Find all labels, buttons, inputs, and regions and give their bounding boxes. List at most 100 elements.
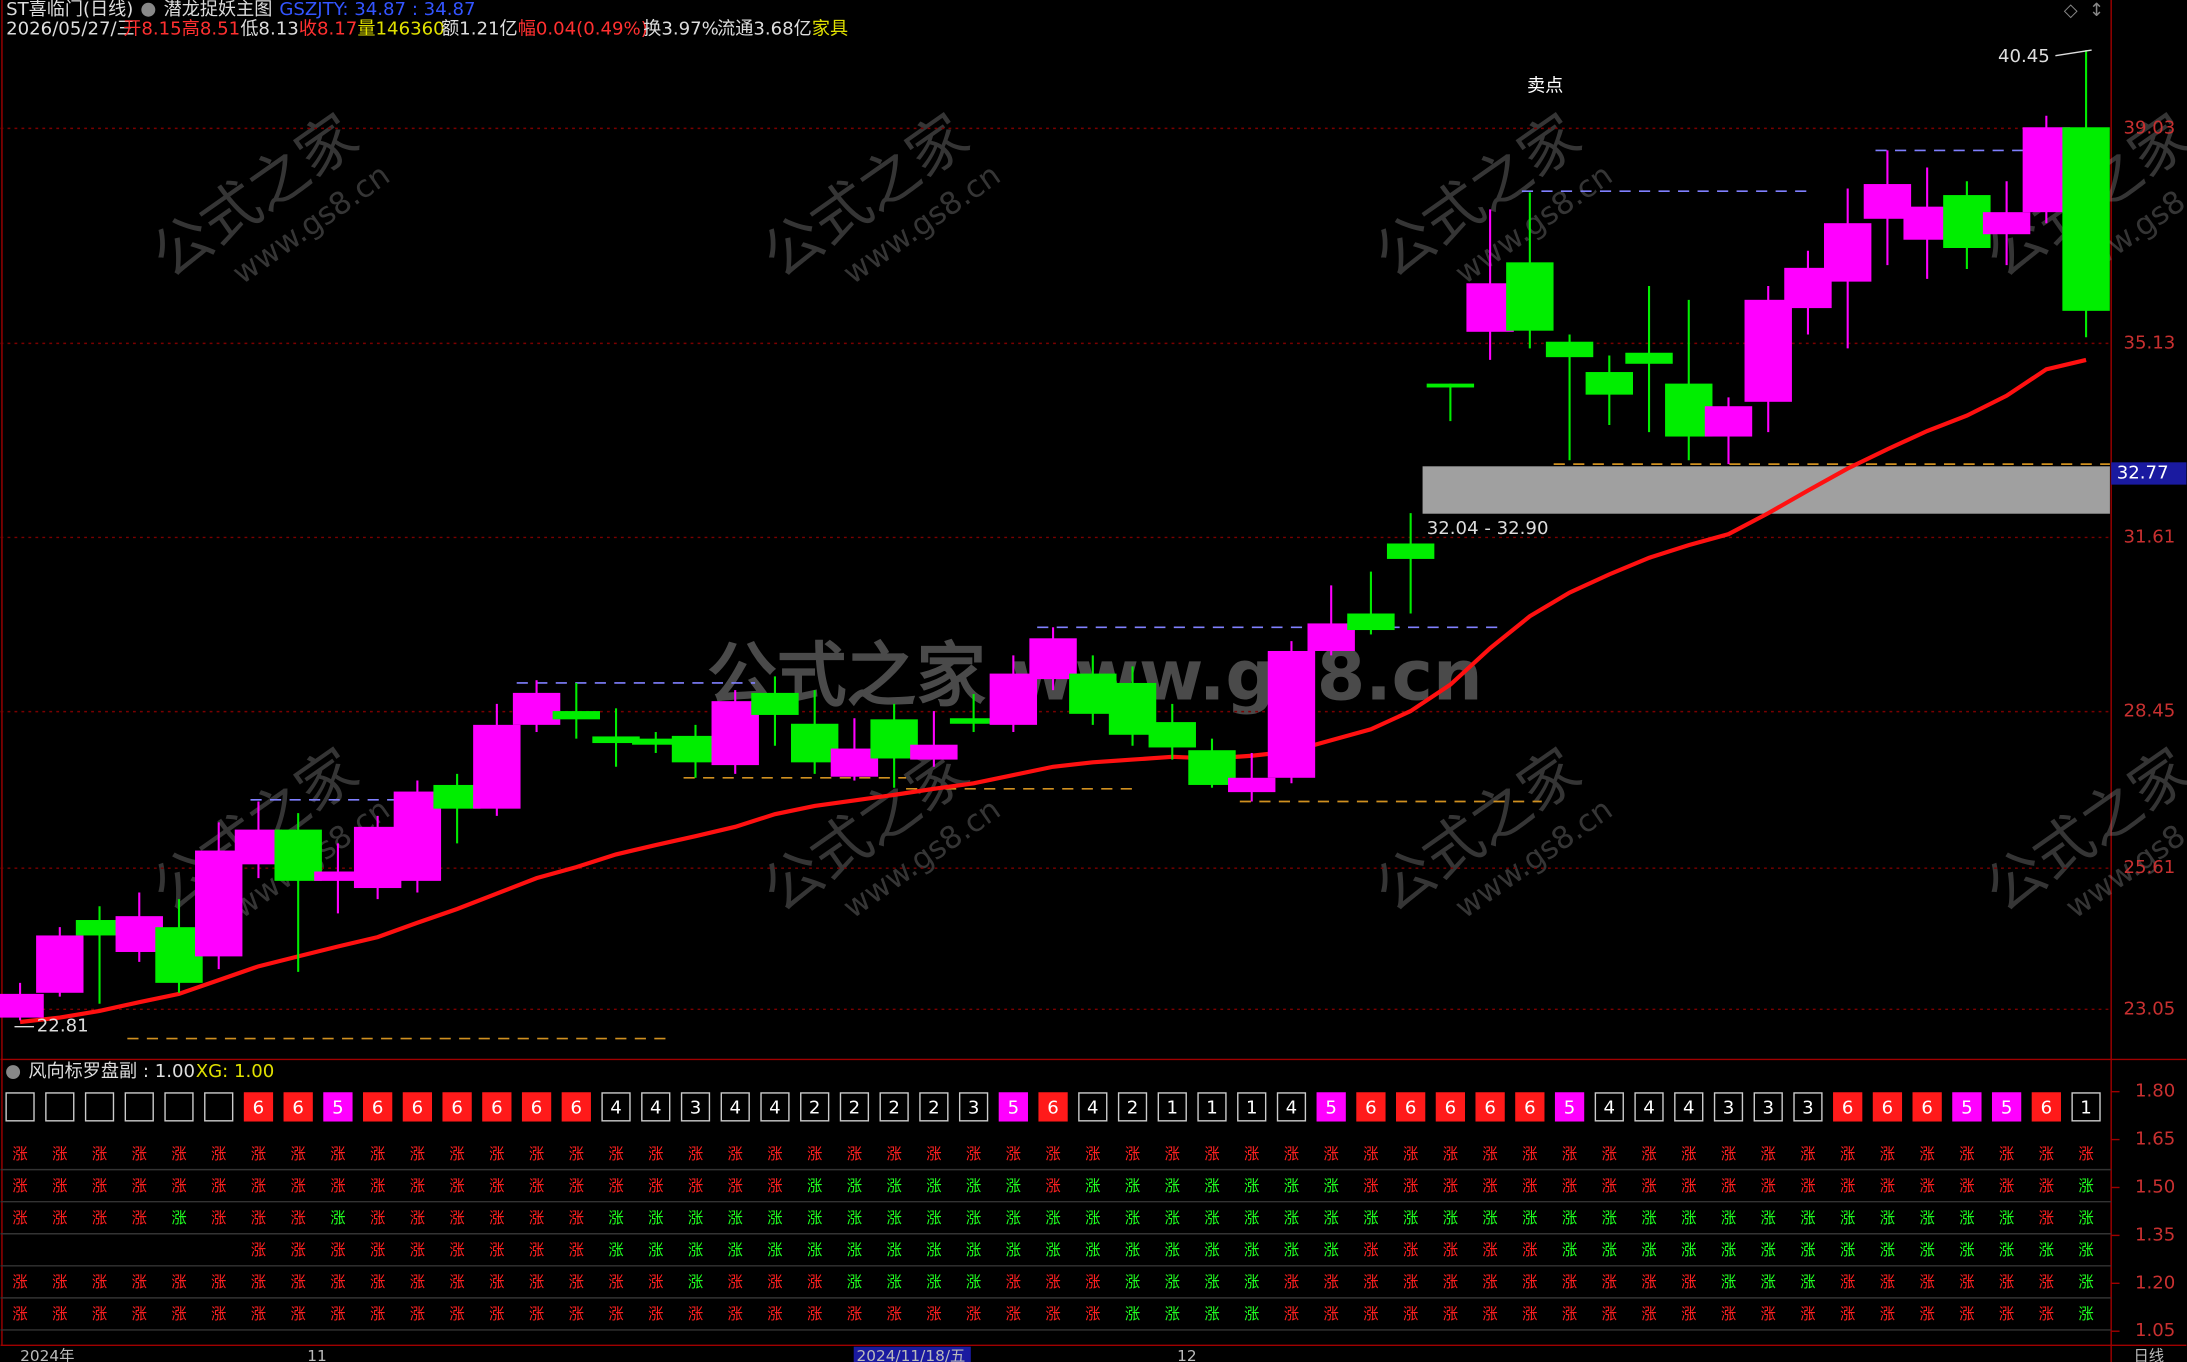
- trend-symbol: 涨: [1125, 1209, 1140, 1227]
- trend-symbol: 涨: [1006, 1145, 1021, 1163]
- trend-symbol: 涨: [489, 1177, 504, 1195]
- trend-symbol: 涨: [1324, 1145, 1339, 1163]
- signal-box: [1554, 1092, 1585, 1122]
- trend-symbol: 涨: [449, 1209, 464, 1227]
- trend-symbol: 涨: [370, 1273, 385, 1291]
- header-text: 潜龙捉妖主图: [164, 0, 273, 20]
- candle-body: [234, 829, 283, 865]
- candle-body: [1823, 223, 1872, 282]
- candle-body: [1386, 543, 1435, 559]
- trend-symbol: 涨: [2039, 1305, 2054, 1323]
- trend-symbol: 涨: [12, 1177, 27, 1195]
- trend-symbol: 涨: [886, 1241, 901, 1259]
- trend-symbol: 涨: [1761, 1209, 1776, 1227]
- trend-symbol: 涨: [608, 1209, 623, 1227]
- trend-symbol: 涨: [767, 1305, 782, 1323]
- trend-symbol: 涨: [1999, 1273, 2014, 1291]
- trend-symbol: 涨: [966, 1177, 981, 1195]
- trend-symbol: 涨: [1800, 1209, 1815, 1227]
- trend-symbol: 涨: [1562, 1145, 1577, 1163]
- trend-symbol: 涨: [171, 1177, 186, 1195]
- trend-symbol: 涨: [291, 1273, 306, 1291]
- signal-box: [1713, 1092, 1744, 1122]
- trend-symbol: 涨: [251, 1209, 266, 1227]
- signal-box: [561, 1092, 591, 1122]
- trend-symbol: 涨: [370, 1241, 385, 1259]
- candle-body: [870, 719, 918, 759]
- trend-symbol: 涨: [1562, 1209, 1577, 1227]
- trend-symbol: 涨: [1999, 1305, 2014, 1323]
- candle-body: [36, 935, 84, 993]
- signal-box: [1833, 1092, 1863, 1122]
- candle-body: [433, 784, 481, 809]
- candle-body: [830, 748, 879, 777]
- trend-symbol: 涨: [1324, 1209, 1339, 1227]
- trend-symbol: 涨: [728, 1209, 743, 1227]
- trend-symbol: 涨: [2078, 1145, 2093, 1163]
- trend-symbol: 涨: [1085, 1241, 1100, 1259]
- trend-symbol: 涨: [92, 1145, 107, 1163]
- icon[interactable]: ◇: [2064, 0, 2078, 21]
- trend-symbol: 涨: [12, 1305, 27, 1323]
- signal-box-label: 6: [571, 1097, 583, 1118]
- header-text: GSZJTY: 34.87 : 34.87: [279, 0, 475, 20]
- trend-symbol: 涨: [52, 1305, 67, 1323]
- signal-box-label: 2: [849, 1097, 861, 1118]
- signal-box: [1356, 1092, 1386, 1122]
- y-tick-label: 1.35: [2135, 1224, 2175, 1245]
- trend-symbol: 涨: [767, 1273, 782, 1291]
- signal-box: [879, 1092, 909, 1122]
- trend-symbol: 涨: [1641, 1177, 1656, 1195]
- trend-symbol: 涨: [1284, 1273, 1299, 1291]
- icon[interactable]: [6, 1065, 21, 1080]
- icon[interactable]: [141, 2, 156, 17]
- trend-symbol: 涨: [1284, 1241, 1299, 1259]
- trend-symbol: 涨: [1562, 1305, 1577, 1323]
- signal-box-label: 5: [1008, 1097, 1020, 1118]
- signal-box-label: 4: [650, 1097, 662, 1118]
- signal-box-label: 6: [253, 1097, 265, 1118]
- y-tick-label: 25.61: [2123, 857, 2175, 878]
- trend-symbol: 涨: [1244, 1241, 1259, 1259]
- ma-line: [19, 357, 2087, 1025]
- trend-symbol: 涨: [1165, 1273, 1180, 1291]
- trend-symbol: 涨: [807, 1209, 822, 1227]
- trend-symbol: 涨: [688, 1145, 703, 1163]
- trend-symbol: 涨: [1045, 1209, 1060, 1227]
- signal-box-label: 6: [1365, 1097, 1377, 1118]
- trend-symbol: 涨: [728, 1241, 743, 1259]
- trend-symbol: 涨: [847, 1209, 862, 1227]
- icon[interactable]: ↕: [2089, 0, 2104, 21]
- trend-symbol: 涨: [847, 1177, 862, 1195]
- signal-box-label: 4: [1604, 1097, 1616, 1118]
- trend-symbol: 涨: [886, 1145, 901, 1163]
- trend-symbol: 涨: [1562, 1177, 1577, 1195]
- y-tick-label: 39.03: [2123, 117, 2175, 138]
- signal-box: [1117, 1092, 1148, 1122]
- trend-symbol: 涨: [728, 1145, 743, 1163]
- candle-body: [1188, 750, 1236, 785]
- candle-body: [1863, 184, 1912, 219]
- panel-xg: XG: 1.00: [196, 1061, 275, 1082]
- trend-symbol: 涨: [1999, 1145, 2014, 1163]
- trend-symbol: 涨: [2078, 1209, 2093, 1227]
- signal-box-label: 2: [928, 1097, 940, 1118]
- trend-symbol: 涨: [1959, 1305, 1974, 1323]
- trend-symbol: 涨: [1919, 1305, 1934, 1323]
- candle-body: [1585, 372, 1634, 395]
- signal-box-label: 6: [1405, 1097, 1417, 1118]
- trend-symbol: 涨: [1800, 1305, 1815, 1323]
- trend-symbol: 涨: [966, 1145, 981, 1163]
- trend-symbol: 涨: [1482, 1273, 1497, 1291]
- trend-symbol: 涨: [1165, 1177, 1180, 1195]
- signal-box-label: 1: [1206, 1097, 1218, 1118]
- signal-box: [363, 1092, 393, 1122]
- trend-symbol: 涨: [569, 1177, 584, 1195]
- header-text: 换3.97%: [643, 18, 719, 39]
- header-text: 家具: [812, 18, 848, 39]
- candle-body: [1307, 623, 1355, 651]
- trend-symbol: 涨: [926, 1241, 941, 1259]
- trend-symbol: 涨: [12, 1273, 27, 1291]
- candle-body: [1665, 383, 1713, 437]
